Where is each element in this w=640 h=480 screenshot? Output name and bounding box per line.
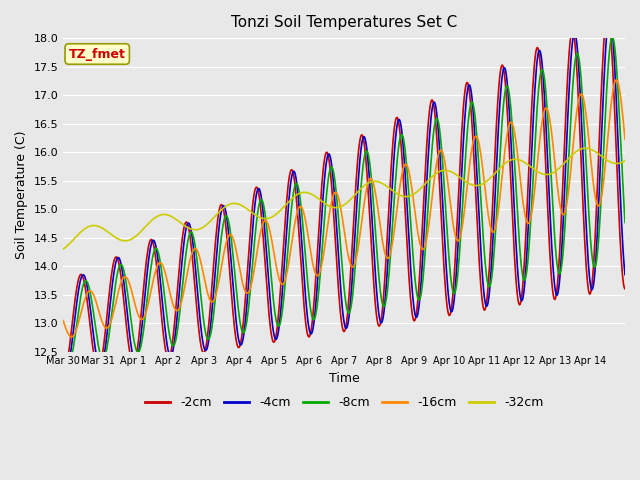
-32cm: [278, 206, 285, 212]
-8cm: [257, 197, 265, 203]
Line: -32cm: -32cm: [63, 148, 625, 249]
-4cm: [60, 367, 67, 372]
-4cm: [606, 13, 614, 19]
-32cm: [125, 237, 133, 243]
-32cm: [582, 145, 589, 151]
Line: -16cm: -16cm: [63, 80, 625, 337]
-8cm: [278, 309, 286, 315]
-16cm: [435, 152, 442, 158]
-2cm: [278, 273, 285, 278]
Y-axis label: Soil Temperature (C): Soil Temperature (C): [15, 131, 28, 259]
-8cm: [403, 164, 410, 169]
-16cm: [229, 236, 237, 241]
-2cm: [60, 372, 67, 377]
-32cm: [621, 158, 629, 164]
Line: -2cm: -2cm: [63, 12, 625, 374]
-32cm: [402, 194, 410, 200]
-16cm: [60, 318, 67, 324]
X-axis label: Time: Time: [329, 372, 360, 385]
-8cm: [64, 362, 72, 368]
-16cm: [278, 282, 286, 288]
-16cm: [403, 162, 410, 168]
-32cm: [434, 169, 442, 175]
Line: -4cm: -4cm: [63, 16, 625, 372]
Title: Tonzi Soil Temperatures Set C: Tonzi Soil Temperatures Set C: [231, 15, 457, 30]
-2cm: [257, 201, 264, 207]
-8cm: [60, 351, 67, 357]
-4cm: [229, 284, 237, 290]
-8cm: [229, 253, 237, 259]
-16cm: [67, 334, 75, 340]
Line: -8cm: -8cm: [63, 37, 625, 365]
-4cm: [403, 197, 410, 203]
-32cm: [60, 246, 67, 252]
-2cm: [604, 10, 611, 15]
-4cm: [278, 291, 286, 297]
-4cm: [61, 370, 69, 375]
-16cm: [126, 282, 134, 288]
-4cm: [126, 333, 134, 339]
-2cm: [621, 286, 629, 292]
Legend: -2cm, -4cm, -8cm, -16cm, -32cm: -2cm, -4cm, -8cm, -16cm, -32cm: [140, 391, 548, 414]
-8cm: [435, 118, 442, 124]
-16cm: [257, 228, 265, 233]
-2cm: [402, 223, 410, 228]
Text: TZ_fmet: TZ_fmet: [68, 48, 125, 60]
-16cm: [612, 77, 620, 83]
-4cm: [621, 272, 629, 277]
-4cm: [257, 192, 265, 198]
-2cm: [228, 302, 236, 308]
-8cm: [126, 308, 134, 314]
-32cm: [257, 215, 264, 220]
-4cm: [435, 126, 442, 132]
-16cm: [621, 136, 629, 142]
-2cm: [125, 345, 133, 351]
-32cm: [228, 201, 236, 206]
-8cm: [621, 220, 629, 226]
-8cm: [609, 34, 616, 40]
-2cm: [434, 145, 442, 151]
